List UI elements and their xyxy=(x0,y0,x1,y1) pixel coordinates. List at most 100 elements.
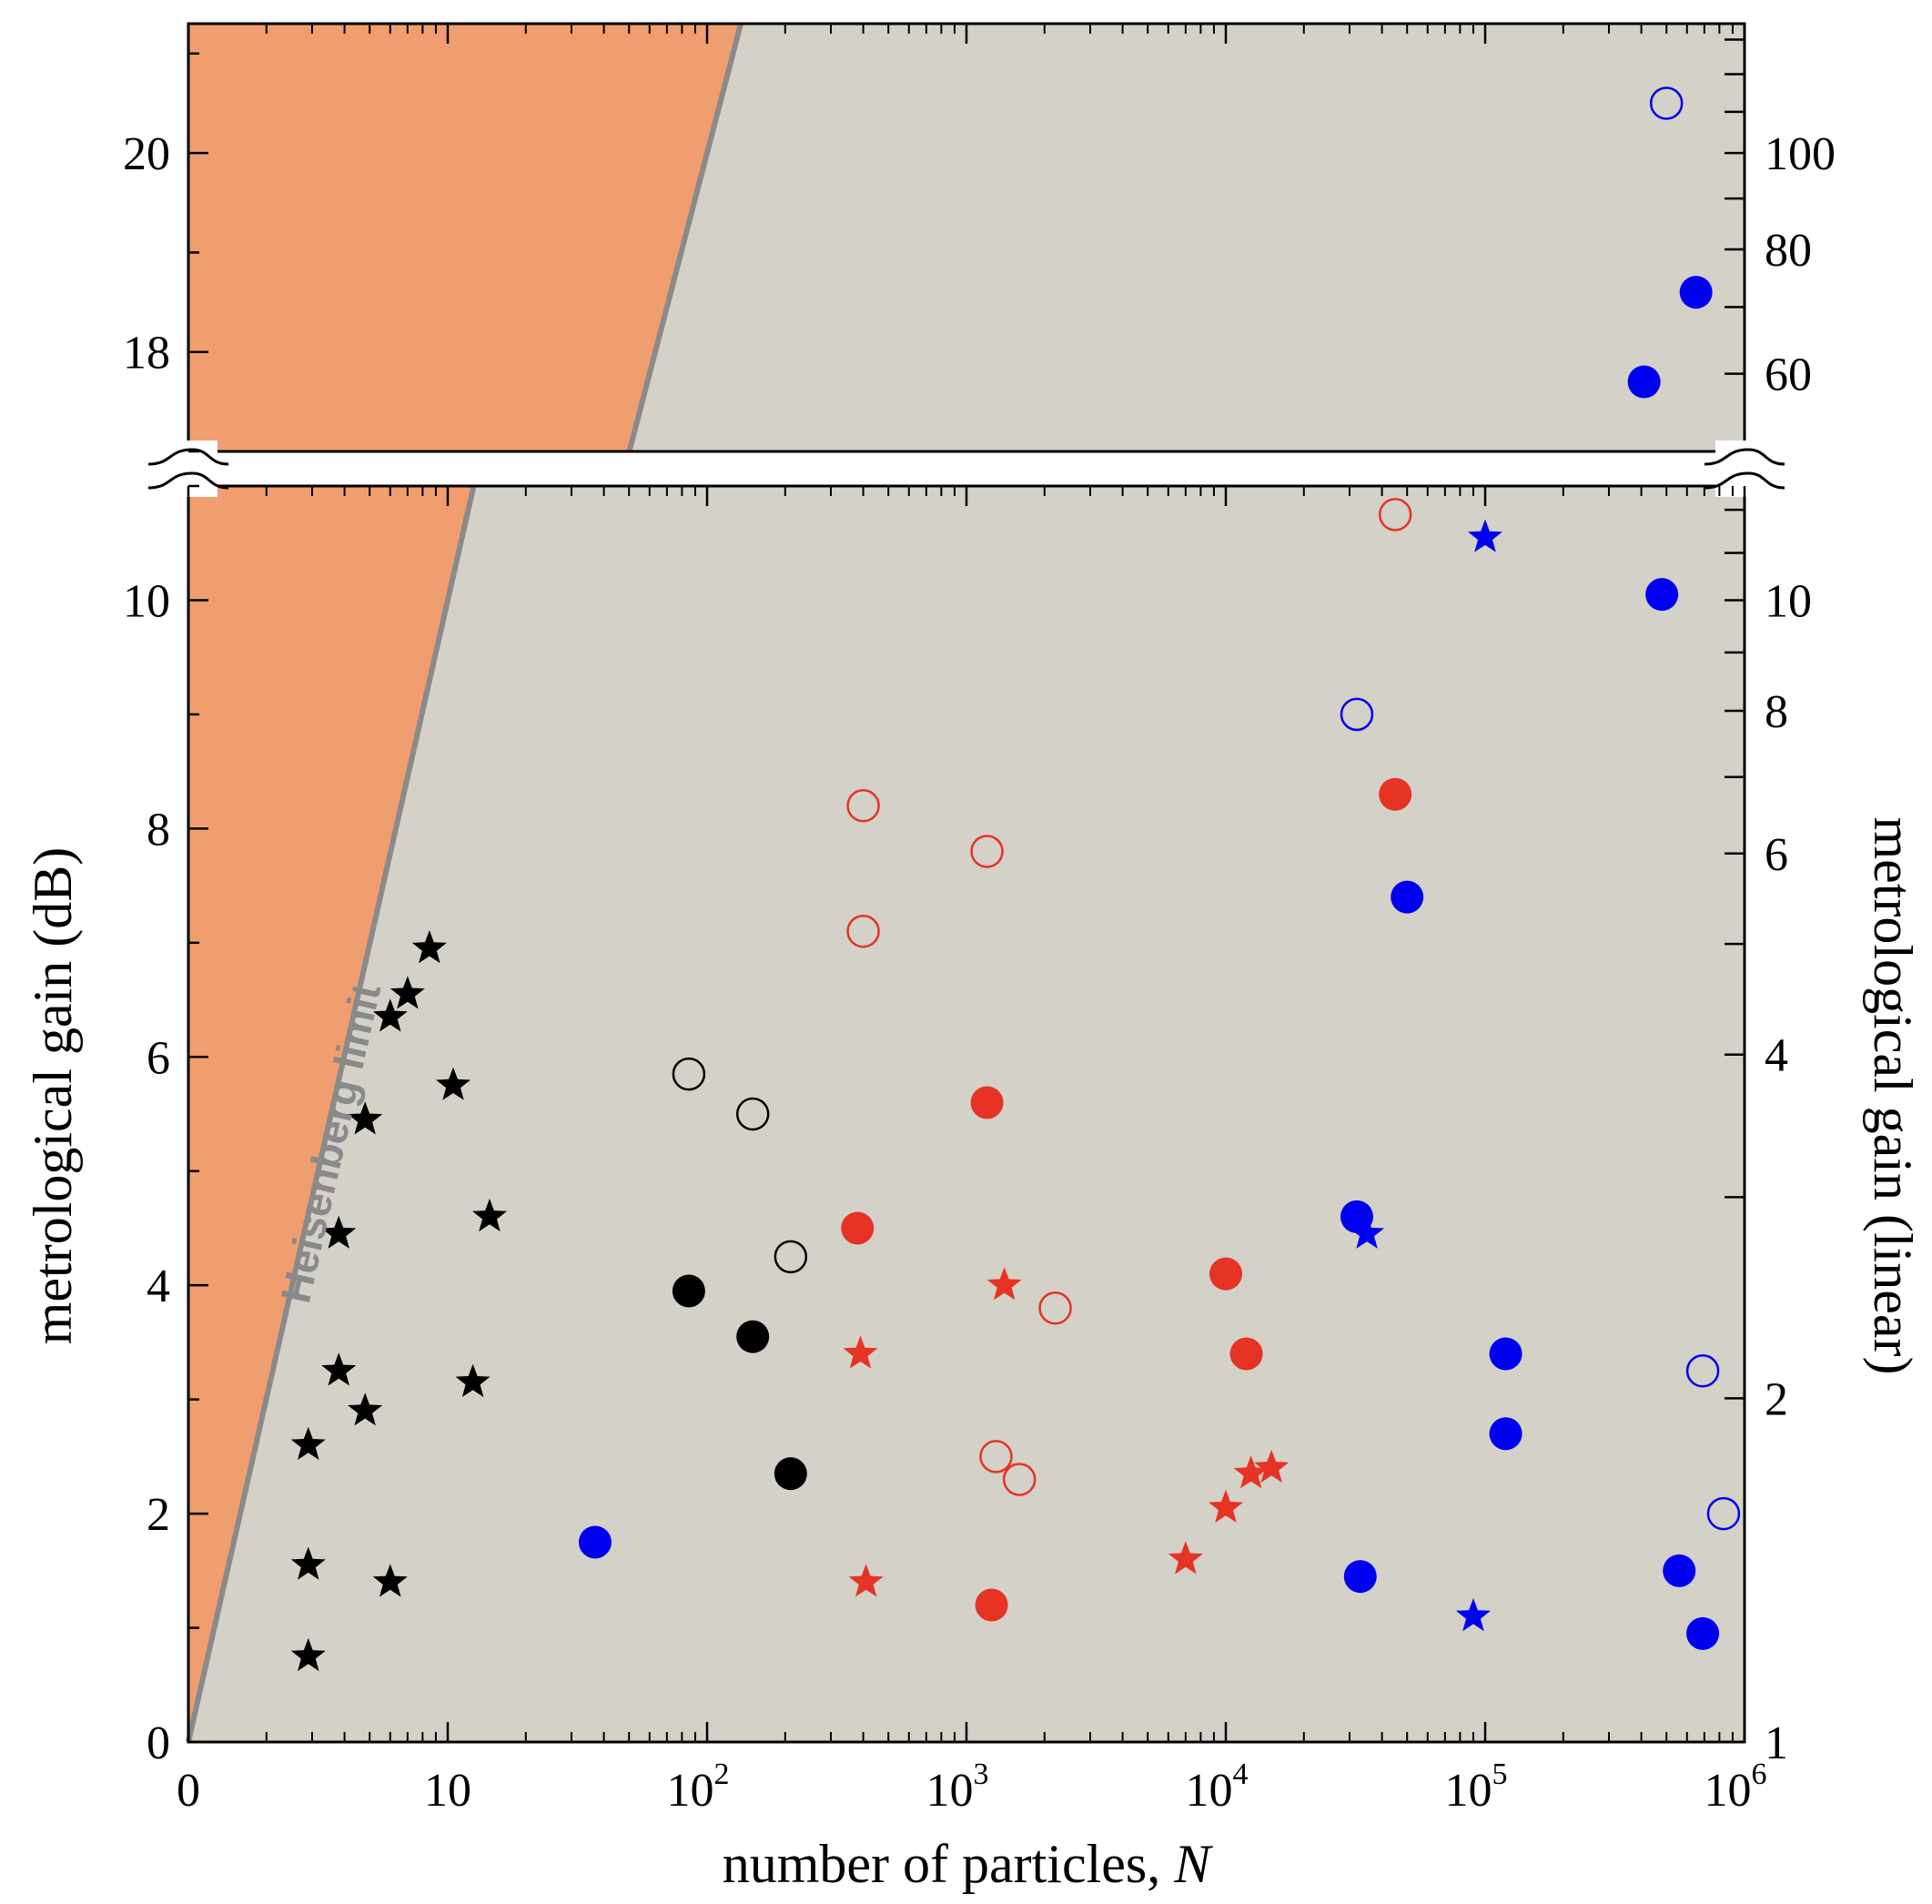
blue-circle-open-point xyxy=(1340,697,1374,732)
blue-star-point xyxy=(1350,1215,1385,1249)
y-left-tick-label-upper: 18 xyxy=(123,328,170,380)
y-right-tick-label: 4 xyxy=(1765,1030,1788,1082)
x-tick-exponent: 2 xyxy=(714,1757,730,1791)
black-star-point xyxy=(436,1067,471,1100)
x-tick-exponent: 3 xyxy=(974,1757,989,1791)
y-right-tick-label-upper: 60 xyxy=(1765,349,1812,401)
red-circle-open-point xyxy=(979,1440,1013,1474)
blue-circle-point xyxy=(1686,1616,1720,1650)
forbidden-region-upper xyxy=(188,24,742,451)
black-star-point xyxy=(372,1564,408,1597)
blue-circle-point xyxy=(1391,880,1424,914)
red-circle-open-point xyxy=(846,915,880,948)
black-star-point xyxy=(372,998,408,1032)
y-right-tick-label: 8 xyxy=(1765,686,1788,738)
red-circle-point xyxy=(1209,1257,1242,1291)
x-axis-title: number of particles, N xyxy=(723,1834,1214,1894)
blue-circle-open-point xyxy=(1649,86,1684,120)
black-star-point xyxy=(290,1546,326,1580)
black-circle-open-point xyxy=(735,1097,770,1131)
black-star-point xyxy=(290,1637,326,1672)
y-left-tick-label: 8 xyxy=(147,804,170,856)
red-star-point xyxy=(1209,1489,1243,1523)
red-circle-point xyxy=(1229,1337,1263,1371)
x-axis-title-variable: N xyxy=(1173,1834,1213,1894)
y-right-tick-label-upper: 100 xyxy=(1765,128,1836,180)
red-circle-open-point xyxy=(1378,498,1412,532)
heisenberg-limit-line-upper xyxy=(626,24,743,451)
blue-circle-open-point xyxy=(1706,1496,1741,1531)
black-star-point xyxy=(321,1352,357,1386)
black-star-point xyxy=(290,1426,326,1460)
y-right-tick-label: 1 xyxy=(1765,1717,1788,1769)
y-left-tick-label: 2 xyxy=(147,1489,170,1541)
x-tick-exponent: 4 xyxy=(1233,1757,1249,1791)
y-left-tick-label: 0 xyxy=(147,1717,170,1769)
axis-break-mark-left-0 xyxy=(147,448,229,466)
y-right-tick-label-upper: 80 xyxy=(1765,225,1812,277)
y-right-tick-label: 10 xyxy=(1765,575,1812,627)
y-left-tick-label: 6 xyxy=(147,1032,170,1084)
x-tick-label: 103 xyxy=(926,1757,989,1817)
black-star-point xyxy=(411,930,447,964)
y-left-tick-label-upper: 20 xyxy=(123,128,170,180)
lower-panel-bg xyxy=(188,486,1745,1742)
red-circle-open-point xyxy=(1038,1291,1072,1325)
red-circle-open-point xyxy=(970,835,1004,868)
black-star-point xyxy=(389,976,425,1009)
blue-circle-point xyxy=(1663,1554,1696,1587)
red-circle-point xyxy=(975,1588,1008,1622)
blue-circle-point xyxy=(1340,1200,1373,1233)
y-right-tick-label: 2 xyxy=(1765,1373,1788,1425)
blue-circle-point xyxy=(1679,276,1713,309)
blue-circle-open-point xyxy=(1685,1354,1720,1388)
red-circle-open-point xyxy=(846,789,880,823)
blue-circle-point xyxy=(1489,1337,1522,1371)
x-axis-title-text: number of particles, xyxy=(723,1834,1175,1894)
axis-break-mark-right-0 xyxy=(1704,448,1785,466)
black-star-point xyxy=(348,1393,383,1426)
red-star-point xyxy=(1168,1541,1203,1575)
black-circle-point xyxy=(672,1274,705,1308)
blue-circle-point xyxy=(1645,578,1679,612)
black-circle-point xyxy=(774,1457,807,1491)
x-tick-exponent: 6 xyxy=(1752,1757,1767,1791)
data-layer xyxy=(290,86,1741,1672)
x-tick-exponent: 5 xyxy=(1492,1757,1508,1791)
black-star-point xyxy=(348,1101,383,1135)
red-circle-point xyxy=(970,1086,1004,1119)
red-star-point xyxy=(1233,1455,1269,1489)
blue-circle-point xyxy=(1627,365,1661,399)
blue-star-point xyxy=(1455,1598,1491,1632)
x-tick-label: 105 xyxy=(1445,1757,1508,1817)
red-circle-open-point xyxy=(1002,1463,1037,1496)
axis-ticks xyxy=(187,24,1746,1744)
red-star-point xyxy=(986,1267,1022,1301)
y-right-tick-label: 6 xyxy=(1765,829,1788,881)
x-tick-label: 10 xyxy=(424,1765,471,1817)
heisenberg-limit-line-lower xyxy=(186,485,477,1743)
red-star-point xyxy=(1254,1449,1290,1484)
plot-background xyxy=(186,24,1745,1743)
axis-break-mark-right-1 xyxy=(1704,471,1785,490)
red-star-point xyxy=(843,1335,878,1369)
black-star-point xyxy=(455,1363,491,1397)
black-circle-open-point xyxy=(672,1057,706,1091)
y-axis-title-left: metrological gain (dB) xyxy=(23,847,83,1345)
x-tick-label: 102 xyxy=(667,1757,730,1817)
x-tick-label: 0 xyxy=(177,1765,200,1817)
blue-circle-point xyxy=(1343,1560,1377,1594)
black-circle-point xyxy=(736,1320,770,1353)
x-tick-label: 106 xyxy=(1704,1757,1767,1817)
blue-circle-point xyxy=(578,1525,612,1559)
x-tick-label: 104 xyxy=(1186,1757,1249,1817)
black-circle-open-point xyxy=(774,1240,808,1274)
axis-break-mark-left-1 xyxy=(147,471,229,490)
black-star-point xyxy=(321,1215,357,1249)
red-star-point xyxy=(848,1564,884,1597)
red-circle-point xyxy=(841,1211,875,1245)
black-star-point xyxy=(472,1198,507,1232)
y-left-tick-label: 4 xyxy=(147,1261,170,1312)
red-circle-point xyxy=(1379,777,1412,811)
